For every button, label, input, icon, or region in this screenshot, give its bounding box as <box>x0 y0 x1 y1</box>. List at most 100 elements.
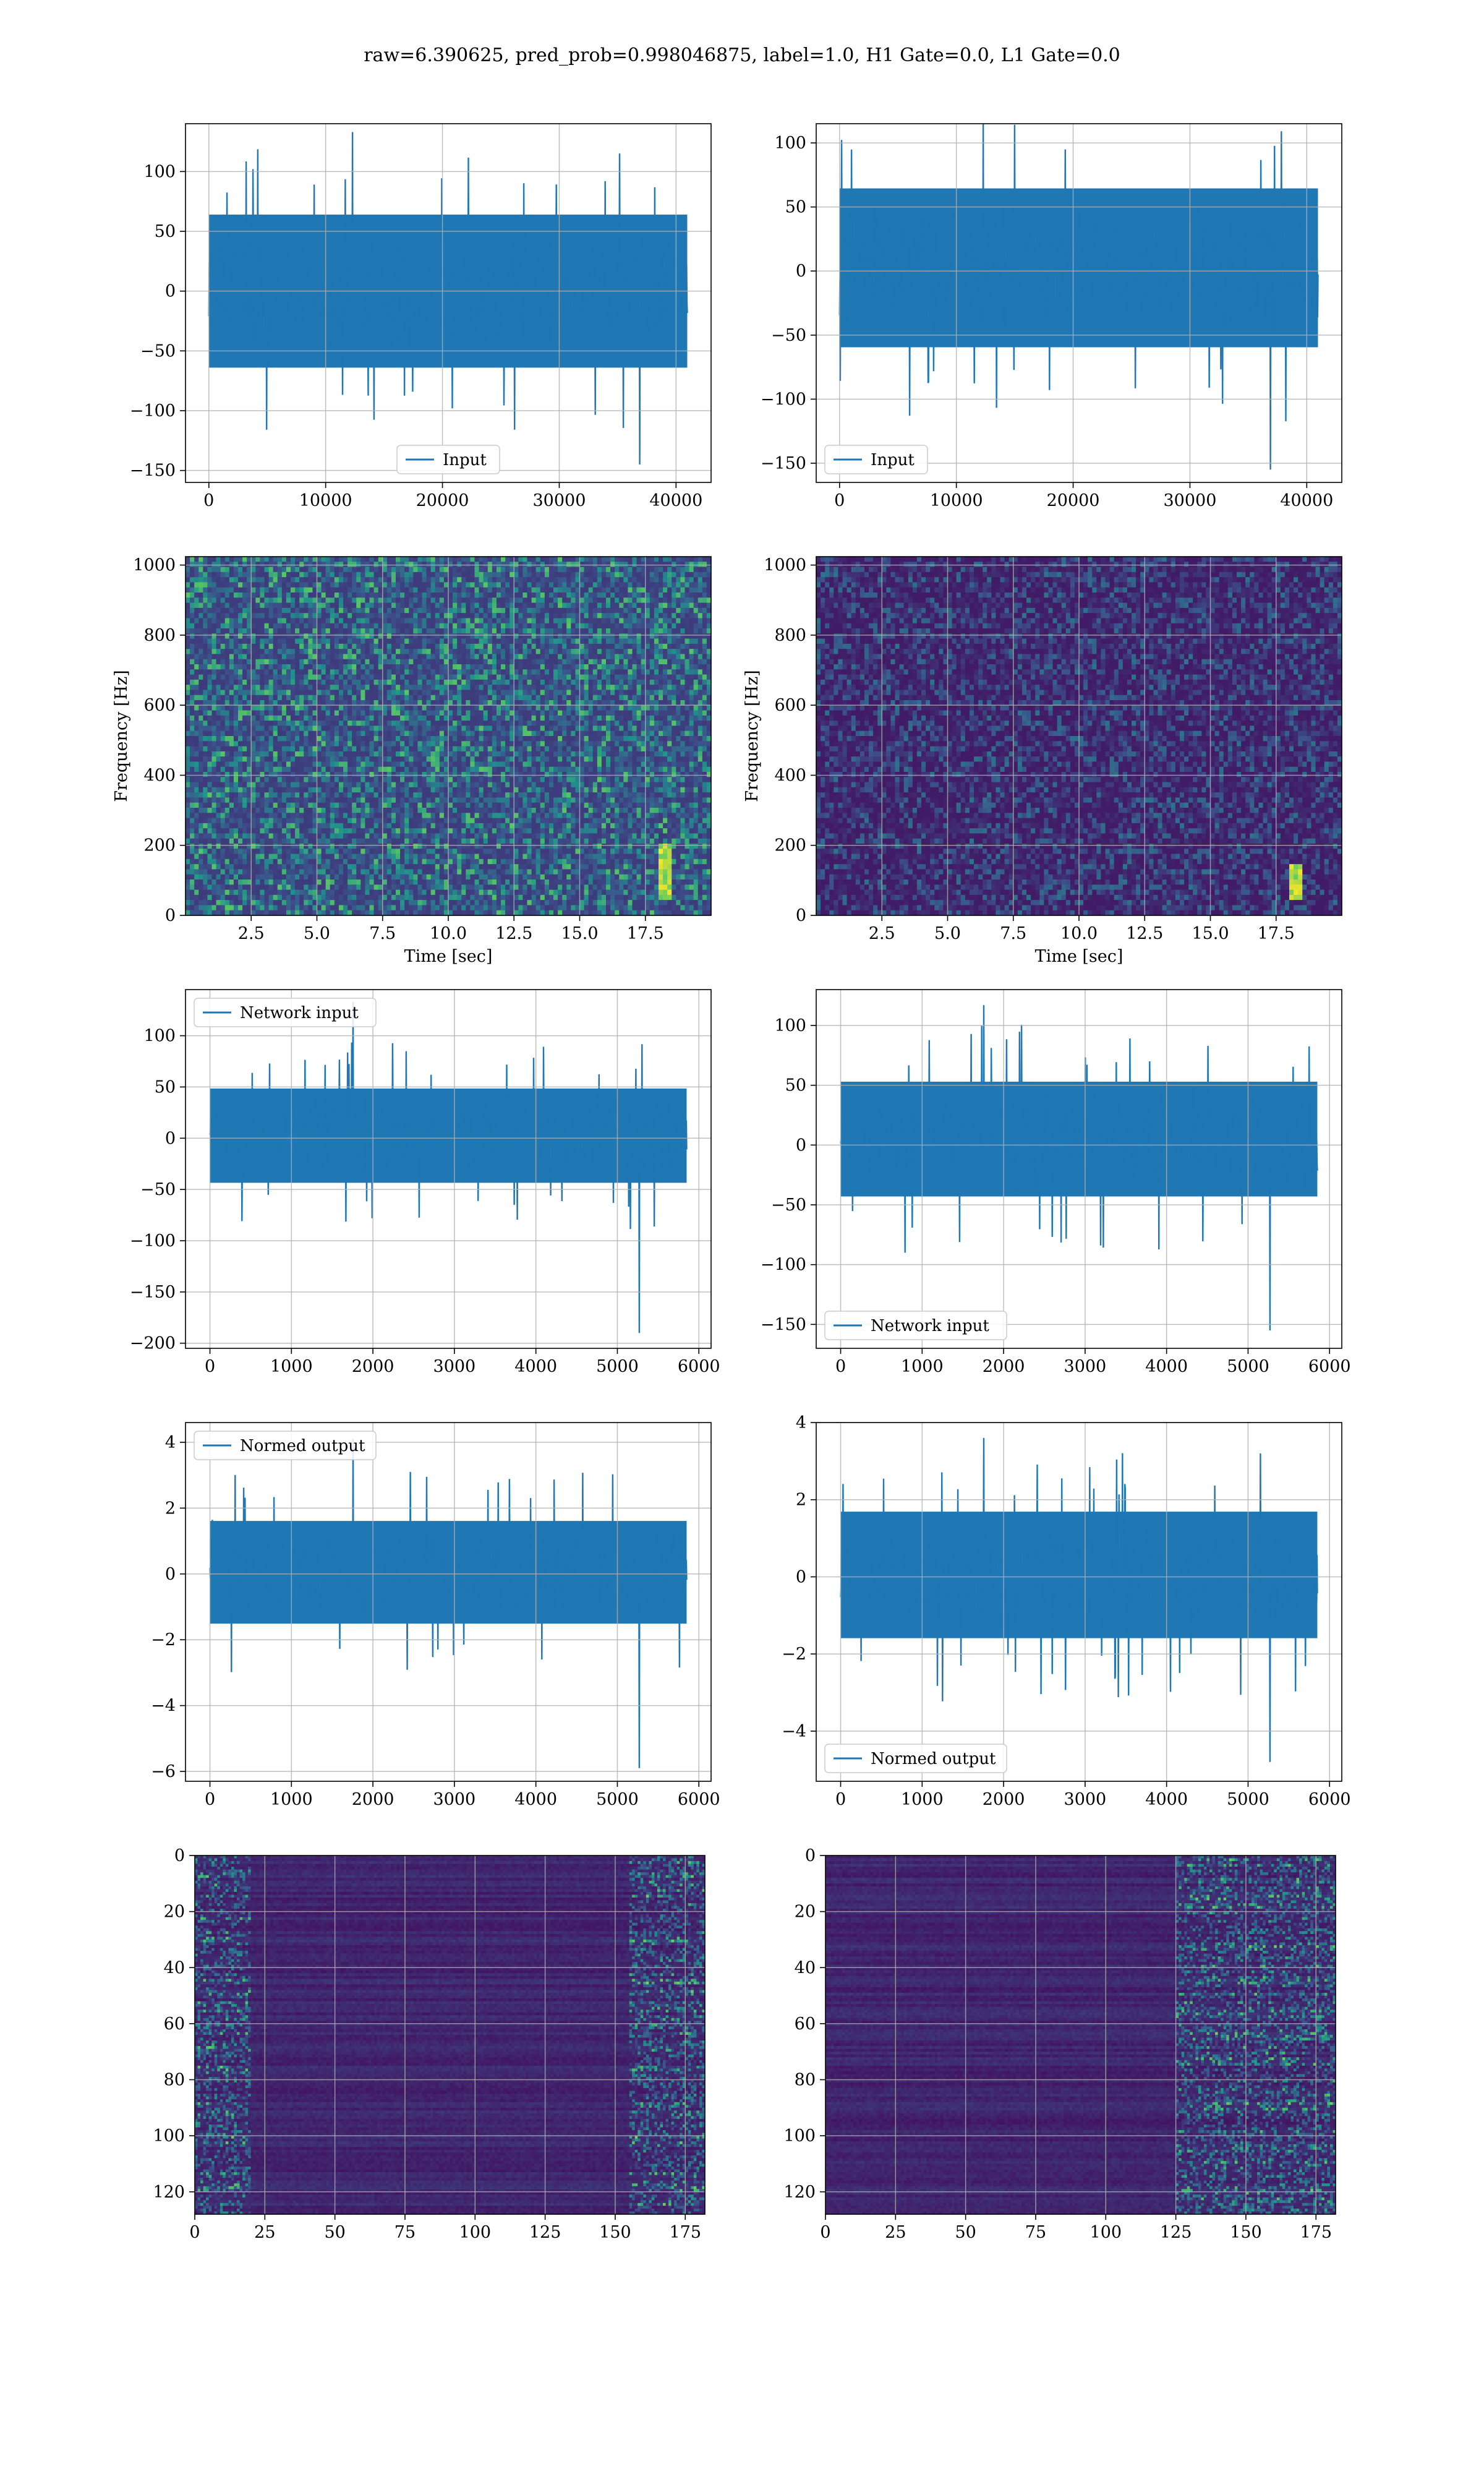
h1-spectrogram-xtick-label: 7.5 <box>369 924 396 943</box>
l1-spectrogram-xtick-label: 7.5 <box>1000 924 1026 943</box>
l1-feature-map-cells <box>825 1856 1336 2215</box>
l1-spectrogram-ytick-label: 1000 <box>764 556 806 575</box>
h1-feature-map-xtick-label: 125 <box>529 2223 561 2242</box>
h1-input-legend: Input <box>397 445 500 474</box>
h1-network-input-ytick-label: −50 <box>140 1180 176 1199</box>
l1-spectrogram-xtick-label: 5.0 <box>934 924 961 943</box>
h1-feature-map-xtick-label: 0 <box>189 2223 200 2242</box>
h1-normed-output-ytick-label: −2 <box>151 1630 176 1650</box>
h1-network-input-xtick-label: 1000 <box>270 1357 313 1376</box>
h1-feature-map-xtick-label: 75 <box>394 2223 416 2242</box>
l1-normed-output-ytick-label: 4 <box>796 1413 806 1432</box>
h1-normed-output-xtick-label: 3000 <box>433 1790 476 1809</box>
h1-spectrogram-xtick-label: 2.5 <box>238 924 265 943</box>
l1-normed-output-ytick-label: −4 <box>782 1722 806 1741</box>
h1-normed-output-xtick-label: 2000 <box>352 1790 394 1809</box>
l1-network-input-xtick-label: 3000 <box>1064 1357 1107 1376</box>
l1-network-input-ytick-label: −150 <box>761 1315 806 1334</box>
l1-feature-map-xtick-label: 125 <box>1160 2223 1192 2242</box>
h1-input-xtick-label: 0 <box>203 491 214 510</box>
l1-normed-output-xtick-label: 5000 <box>1227 1790 1269 1809</box>
h1-spectrogram-xlabel: Time [sec] <box>404 947 493 966</box>
l1-network-input-legend-label: Network input <box>871 1317 989 1335</box>
l1-spectrogram-xtick-label: 10.0 <box>1060 924 1098 943</box>
h1-network-input-ytick-label: 100 <box>143 1027 176 1046</box>
h1-input-ytick-label: 50 <box>155 222 176 241</box>
l1-spectrogram-xtick-label: 2.5 <box>869 924 895 943</box>
l1-normed-output-legend: Normed output <box>825 1744 1007 1773</box>
h1-feature-map-ytick-label: 60 <box>164 2014 185 2034</box>
h1-network-input-xtick-label: 2000 <box>352 1357 394 1376</box>
l1-input-ytick-label: 50 <box>785 198 806 217</box>
l1-input-xtick-label: 30000 <box>1163 491 1216 510</box>
l1-input-legend-label: Input <box>871 451 915 469</box>
h1-input-xtick-label: 10000 <box>299 491 352 510</box>
l1-feature-map-xtick-label: 175 <box>1300 2223 1332 2242</box>
l1-feature-map-xtick-label: 0 <box>820 2223 830 2242</box>
h1-feature-map-ytick-label: 40 <box>164 1958 185 1977</box>
l1-network-input-xtick-label: 5000 <box>1227 1357 1269 1376</box>
l1-spectrogram-xtick-label: 12.5 <box>1126 924 1163 943</box>
h1-feature-map-xtick-label: 100 <box>459 2223 492 2242</box>
h1-normed-output-ytick-label: 2 <box>165 1499 176 1518</box>
l1-network-input-ytick-label: 50 <box>785 1076 806 1095</box>
h1-normed-output-ytick-label: 4 <box>165 1433 176 1452</box>
l1-feature-map-ytick-label: 120 <box>783 2183 816 2202</box>
l1-normed-output-xtick-label: 6000 <box>1308 1790 1351 1809</box>
h1-spectrogram-xtick-label: 10.0 <box>430 924 467 943</box>
h1-normed-output-legend: Normed output <box>194 1431 376 1460</box>
h1-network-input-ytick-label: 0 <box>165 1129 176 1148</box>
l1-feature-map-ytick-label: 40 <box>795 1958 816 1977</box>
h1-spectrogram-xtick-label: 5.0 <box>304 924 330 943</box>
h1-feature-map-ytick-label: 100 <box>153 2126 185 2146</box>
h1-spectrogram-ytick-label: 1000 <box>133 556 176 575</box>
h1-feature-map-cells <box>195 1856 706 2215</box>
l1-normed-output-legend-label: Normed output <box>871 1750 996 1768</box>
h1-network-input-xtick-label: 3000 <box>433 1357 476 1376</box>
h1-feature-map-ytick-label: 120 <box>153 2183 185 2202</box>
h1-input-legend-label: Input <box>443 451 487 469</box>
h1-normed-output-xtick-label: 1000 <box>270 1790 313 1809</box>
h1-spectrogram-ytick-label: 600 <box>143 696 176 715</box>
h1-network-input-legend: Network input <box>194 998 376 1027</box>
h1-network-input-panel: 0 1000 2000 3000 4000 5000 6000−200−150−100−50… <box>130 990 720 1376</box>
l1-spectrogram-ytick-label: 800 <box>774 626 806 645</box>
h1-input-series-line <box>209 132 688 465</box>
h1-network-input-xtick-label: 4000 <box>514 1357 557 1376</box>
l1-feature-map-ytick-label: 60 <box>795 2014 816 2034</box>
l1-network-input-xtick-label: 2000 <box>983 1357 1025 1376</box>
h1-spectrogram-xtick-label: 17.5 <box>627 924 664 943</box>
h1-spectrogram-panel: 2.5 5.0 7.5 10.0 12.5 15.0 17.5020040060080010… <box>112 556 712 966</box>
h1-spectrogram-ytick-label: 800 <box>143 626 176 645</box>
l1-spectrogram-xlabel: Time [sec] <box>1035 947 1124 966</box>
h1-network-input-ytick-label: −200 <box>130 1334 176 1353</box>
l1-spectrogram-ytick-label: 600 <box>774 696 806 715</box>
h1-spectrogram-ytick-label: 0 <box>165 906 176 925</box>
l1-spectrogram-xtick-label: 17.5 <box>1258 924 1295 943</box>
l1-input-xtick-label: 20000 <box>1047 491 1100 510</box>
h1-normed-output-ytick-label: 0 <box>165 1565 176 1584</box>
h1-feature-map-ytick-label: 20 <box>164 1903 185 1922</box>
h1-feature-map-xtick-label: 25 <box>254 2223 275 2242</box>
h1-input-panel: 0 10000 20000 30000 40000−150−100−50050100In… <box>130 124 711 510</box>
h1-input-xtick-label: 30000 <box>532 491 586 510</box>
l1-feature-map-ytick-label: 0 <box>805 1846 816 1865</box>
l1-spectrogram-xtick-label: 15.0 <box>1192 924 1229 943</box>
l1-spectrogram-ylabel: Frequency [Hz] <box>743 670 762 802</box>
h1-network-input-legend-label: Network input <box>240 1004 359 1022</box>
l1-feature-map-xtick-label: 150 <box>1230 2223 1262 2242</box>
h1-normed-output-xtick-label: 4000 <box>514 1790 557 1809</box>
l1-feature-map-xtick-label: 25 <box>885 2223 906 2242</box>
l1-network-input-ytick-label: 0 <box>796 1136 806 1155</box>
h1-network-input-ytick-label: −100 <box>130 1231 176 1251</box>
l1-normed-output-xtick-label: 0 <box>835 1790 846 1809</box>
l1-spectrogram-ytick-label: 0 <box>796 906 806 925</box>
l1-feature-map-ytick-label: 20 <box>795 1903 816 1922</box>
l1-input-ytick-label: −50 <box>771 326 806 345</box>
l1-network-input-legend: Network input <box>825 1311 1007 1340</box>
h1-feature-map-ytick-label: 80 <box>164 2071 185 2090</box>
l1-normed-output-xtick-label: 4000 <box>1145 1790 1188 1809</box>
